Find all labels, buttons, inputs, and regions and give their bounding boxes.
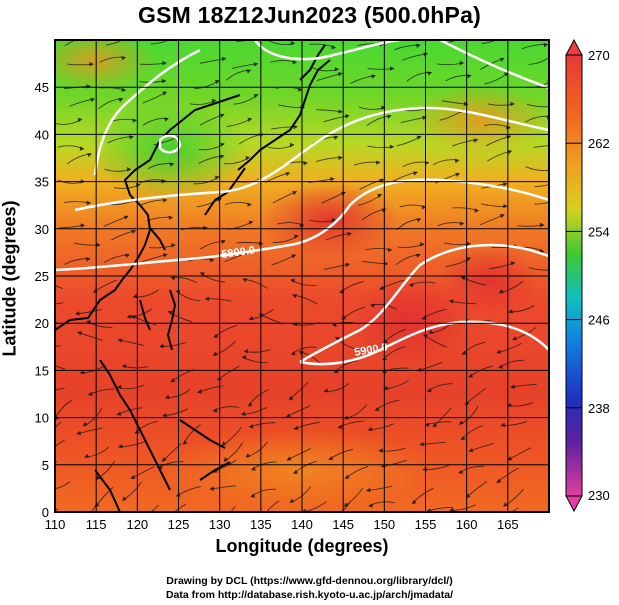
plot-frame [54, 39, 550, 513]
y-tick-label: 20 [35, 316, 49, 331]
weather-map: 5800.0 5900.0 110 115 120 125 130 135 140 145 15… [35, 38, 610, 532]
x-tick-label: 135 [250, 517, 272, 532]
x-tick-label: 130 [209, 517, 231, 532]
temperature-field [55, 40, 549, 512]
x-axis-label: Longitude (degrees) [215, 536, 389, 556]
y-tick-label: 40 [35, 127, 49, 142]
x-tick-label: 165 [497, 517, 519, 532]
x-tick-label: 125 [168, 517, 190, 532]
x-tick-label: 155 [415, 517, 437, 532]
footer-credit-data: Data from http://database.rish.kyoto-u.a… [165, 589, 454, 601]
x-tick-label: 115 [86, 517, 107, 532]
y-tick-label: 30 [35, 222, 49, 237]
y-tick-label: 0 [42, 505, 49, 520]
colorbar-label: 230 [588, 488, 610, 503]
colorbar-label: 254 [588, 224, 610, 239]
y-tick-label: 5 [42, 458, 49, 473]
x-tick-label: 120 [126, 517, 148, 532]
contour-label-5900: 5900.0 [353, 341, 388, 359]
colorbar-label: 270 [588, 48, 610, 63]
chart-title: GSM 18Z12Jun2023 (500.0hPa) [138, 2, 481, 28]
colorbar-top-arrow [565, 38, 583, 56]
colorbar-label: 238 [588, 401, 610, 416]
x-tick-label: 140 [291, 517, 313, 532]
y-tick-label: 15 [35, 363, 49, 378]
colorbar: 270 262 254 246 238 230 [565, 38, 610, 513]
y-tick-label: 35 [35, 175, 49, 190]
contour-label-5800: 5800.0 [221, 244, 256, 261]
x-tick-label: 150 [373, 517, 395, 532]
x-tick-labels: 110 115 120 125 130 135 140 145 150 155 160 165 [45, 517, 519, 532]
y-axis-label: Latitude (degrees) [0, 200, 20, 357]
y-tick-labels: 0 5 10 15 20 25 30 35 40 45 [35, 80, 49, 520]
y-tick-label: 10 [35, 411, 49, 426]
x-tick-label: 145 [332, 517, 354, 532]
y-tick-label: 25 [35, 269, 49, 284]
y-tick-label: 45 [35, 80, 49, 95]
colorbar-label: 262 [588, 136, 610, 151]
footer-credit-drawing: Drawing by DCL (https://www.gfd-dennou.o… [166, 575, 453, 587]
x-tick-label: 110 [45, 517, 66, 532]
colorbar-bottom-arrow [565, 495, 583, 513]
colorbar-label: 246 [588, 313, 610, 328]
x-tick-label: 160 [456, 517, 478, 532]
